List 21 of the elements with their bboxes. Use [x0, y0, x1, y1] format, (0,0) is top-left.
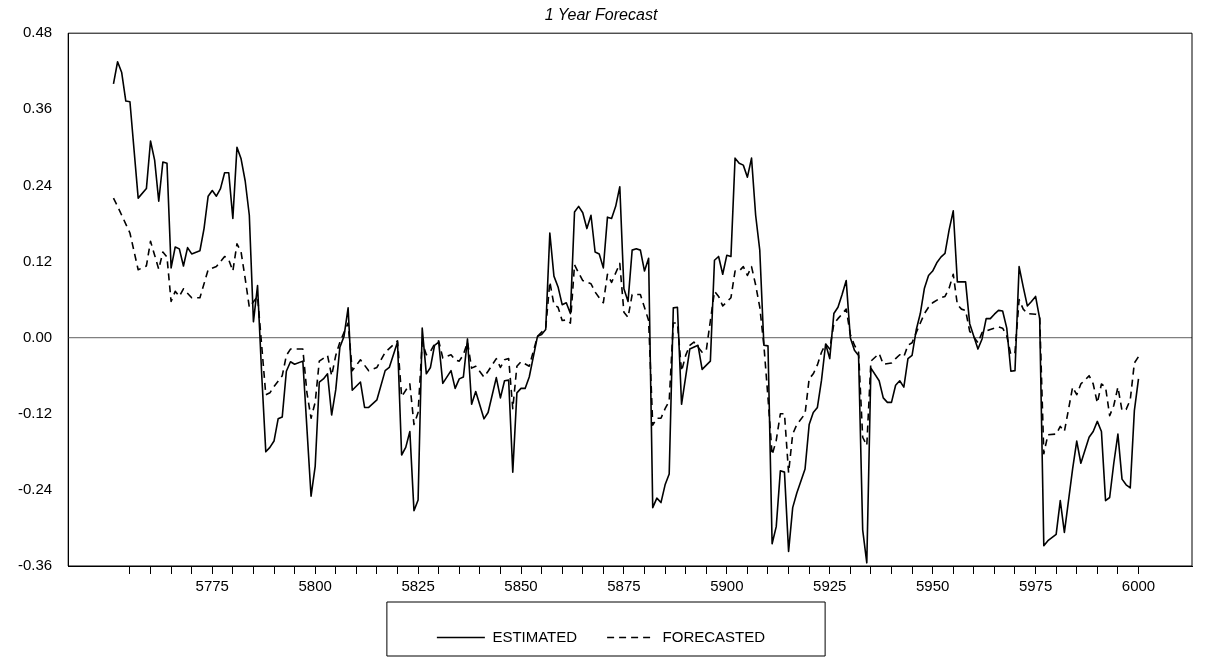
- x-tick-label: 5975: [1018, 577, 1053, 595]
- y-tick-label: -0.12: [17, 403, 53, 421]
- x-tick-label: 5825: [401, 577, 435, 595]
- legend-label: ESTIMATED: [492, 627, 578, 645]
- y-tick-label: 0.48: [22, 23, 53, 41]
- x-tick-label: 5900: [710, 577, 744, 595]
- y-tick-label: -0.24: [17, 480, 53, 498]
- y-tick-label: 0.00: [22, 327, 53, 345]
- x-tick-label: 5925: [813, 577, 847, 595]
- x-tick-label: 5950: [915, 577, 950, 595]
- x-tick-label: 5800: [298, 577, 332, 595]
- x-tick-label: 5875: [607, 577, 641, 595]
- chart-title: 1 Year Forecast: [544, 6, 658, 24]
- legend-label: FORECASTED: [662, 627, 766, 645]
- x-tick-label: 6000: [1121, 577, 1156, 595]
- y-tick-label: 0.12: [22, 251, 53, 269]
- x-tick-label: 5850: [504, 577, 538, 595]
- y-tick-label: -0.36: [17, 556, 53, 574]
- x-tick-label: 5775: [195, 577, 229, 595]
- y-tick-label: 0.36: [22, 99, 53, 117]
- y-tick-label: 0.24: [22, 175, 53, 193]
